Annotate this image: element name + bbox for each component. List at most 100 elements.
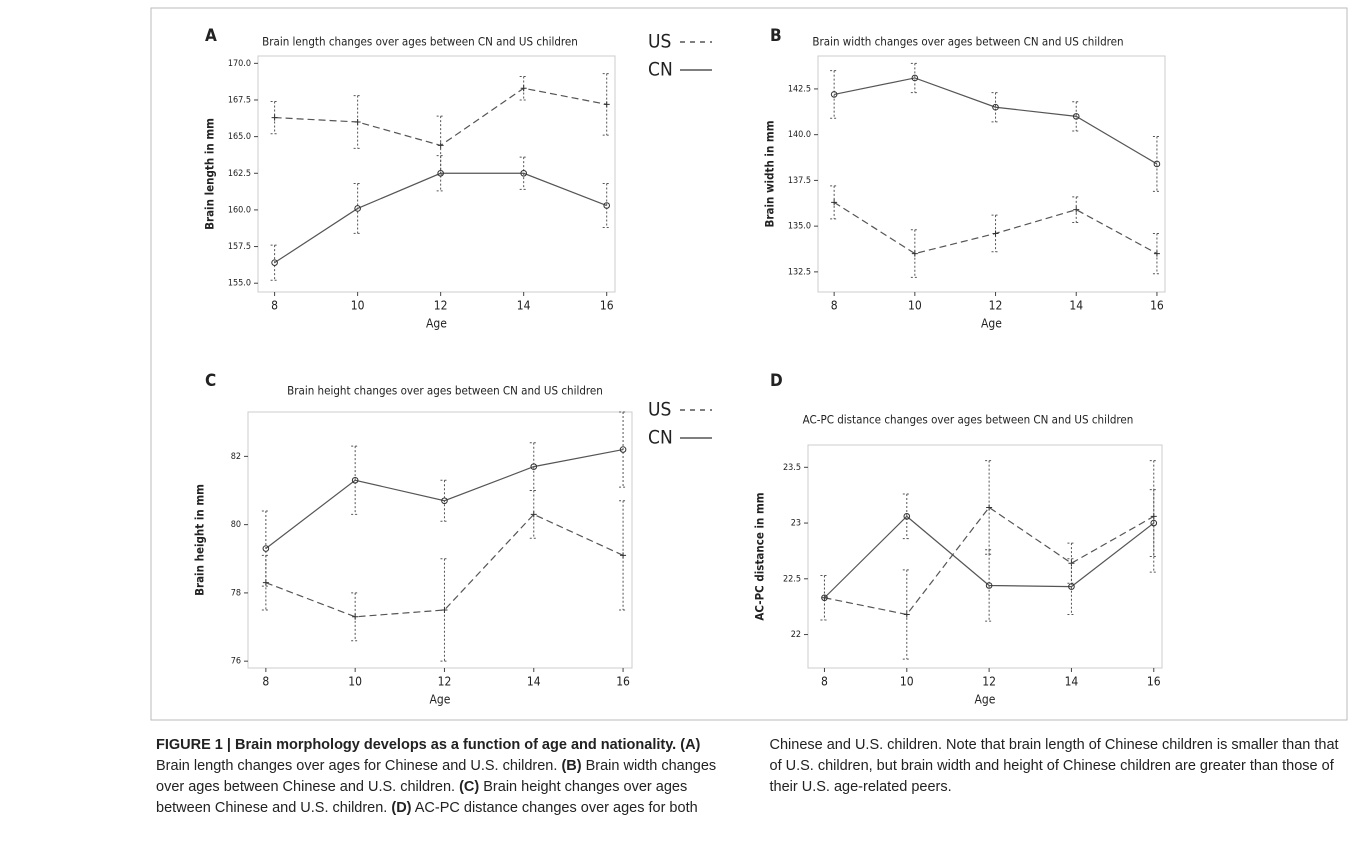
x-tick-label: 8 xyxy=(262,675,269,689)
point-marker xyxy=(271,259,278,266)
y-tick-label: 23 xyxy=(791,519,801,529)
error-bar xyxy=(519,156,528,190)
legend-label: US xyxy=(648,31,671,53)
series-line xyxy=(824,515,1155,599)
series-line xyxy=(824,506,1155,616)
x-axis-label: Age xyxy=(426,317,447,331)
error-bar xyxy=(985,549,994,622)
caption-text: Brain width changes over ages between Ch… xyxy=(156,758,717,795)
point-marker xyxy=(992,103,999,111)
error-bar xyxy=(1149,460,1158,573)
point-marker xyxy=(1150,519,1158,527)
panel-label: B xyxy=(770,26,782,46)
x-tick-label: 10 xyxy=(351,299,365,313)
point-marker xyxy=(603,202,610,209)
y-axis-label: Brain width in mm xyxy=(763,121,777,228)
point-marker xyxy=(520,85,527,92)
x-tick-label: 16 xyxy=(1150,299,1164,313)
error-bar xyxy=(1072,101,1081,132)
x-tick-label: 12 xyxy=(434,299,448,313)
x-tick-label: 16 xyxy=(1147,675,1161,689)
x-tick-label: 10 xyxy=(348,675,362,689)
error-bar xyxy=(619,500,628,611)
y-axis-label: Brain length in mm xyxy=(203,118,217,230)
y-axis-label: AC-PC distance in mm xyxy=(753,492,767,620)
error-bar xyxy=(991,214,1000,253)
error-bar xyxy=(351,592,360,642)
point-marker xyxy=(1153,250,1160,257)
point-marker xyxy=(911,74,919,82)
x-tick-label: 14 xyxy=(527,675,541,689)
error-bar xyxy=(353,183,362,234)
x-axis-label: Age xyxy=(981,317,1002,331)
panel-label: A xyxy=(205,26,217,46)
point-marker xyxy=(903,513,911,520)
x-axis-label: Age xyxy=(975,693,996,707)
error-bar xyxy=(353,95,362,149)
error-bar xyxy=(902,493,911,540)
caption-tag: (A) xyxy=(680,737,701,753)
error-bar xyxy=(529,442,538,492)
y-tick-label: 82 xyxy=(231,452,241,462)
y-tick-label: 23.5 xyxy=(783,463,801,473)
point-marker xyxy=(986,504,993,511)
x-tick-label: 10 xyxy=(900,675,914,689)
figure-frame xyxy=(150,7,1348,721)
caption-text: Brain height changes over ages between C… xyxy=(156,779,688,816)
legend-label: CN xyxy=(648,59,673,81)
error-bar xyxy=(602,183,611,229)
y-tick-label: 22.5 xyxy=(783,574,801,584)
y-axis-label: Brain height in mm xyxy=(193,484,207,596)
y-tick-label: 160.0 xyxy=(228,205,251,215)
error-bar xyxy=(602,73,611,136)
plot-frame xyxy=(807,444,1163,669)
y-tick-label: 80 xyxy=(231,520,241,530)
caption-heading: FIGURE 1 | Brain morphology develops as … xyxy=(156,737,677,753)
caption-tag: (D) xyxy=(391,800,412,816)
point-marker xyxy=(821,594,828,602)
y-tick-label: 165.0 xyxy=(228,132,251,142)
chart-title: Brain length changes over ages between C… xyxy=(262,35,578,49)
point-marker xyxy=(619,446,627,453)
chart-title: Brain width changes over ages between CN… xyxy=(812,35,1123,49)
error-bar xyxy=(910,62,919,94)
point-marker xyxy=(351,476,359,484)
error-bar xyxy=(1152,135,1161,192)
x-tick-label: 14 xyxy=(1069,299,1083,313)
legend-label: CN xyxy=(648,427,673,449)
point-marker xyxy=(437,142,444,149)
error-bar xyxy=(1067,558,1076,615)
x-axis-label: Age xyxy=(430,693,451,707)
caption-text: Brain length changes over ages for Chine… xyxy=(156,758,558,774)
x-tick-label: 12 xyxy=(989,299,1003,313)
point-marker xyxy=(271,114,278,121)
caption-tag: (C) xyxy=(459,779,480,795)
caption-text: AC-PC distance changes over ages for bot… xyxy=(414,737,942,816)
error-bar xyxy=(991,92,1000,123)
error-bar xyxy=(261,510,270,587)
y-tick-label: 137.5 xyxy=(788,176,811,186)
point-marker xyxy=(441,497,448,505)
point-marker xyxy=(520,169,527,177)
point-marker xyxy=(831,199,838,206)
point-marker xyxy=(354,118,361,125)
point-marker xyxy=(903,611,910,618)
error-bar xyxy=(436,155,445,192)
series-line xyxy=(265,448,624,550)
x-tick-label: 8 xyxy=(831,299,838,313)
point-marker xyxy=(354,205,361,212)
error-bar xyxy=(519,76,528,101)
error-bar xyxy=(1149,489,1158,557)
y-tick-label: 155.0 xyxy=(228,279,251,289)
panel-label: C xyxy=(205,371,216,391)
point-marker xyxy=(530,463,538,470)
point-marker xyxy=(352,613,359,620)
x-tick-label: 14 xyxy=(517,299,531,313)
point-marker xyxy=(1068,583,1075,590)
y-tick-label: 78 xyxy=(231,588,241,598)
error-bar xyxy=(440,558,449,662)
point-marker xyxy=(992,230,999,237)
x-tick-label: 16 xyxy=(616,675,630,689)
point-marker xyxy=(441,606,448,613)
